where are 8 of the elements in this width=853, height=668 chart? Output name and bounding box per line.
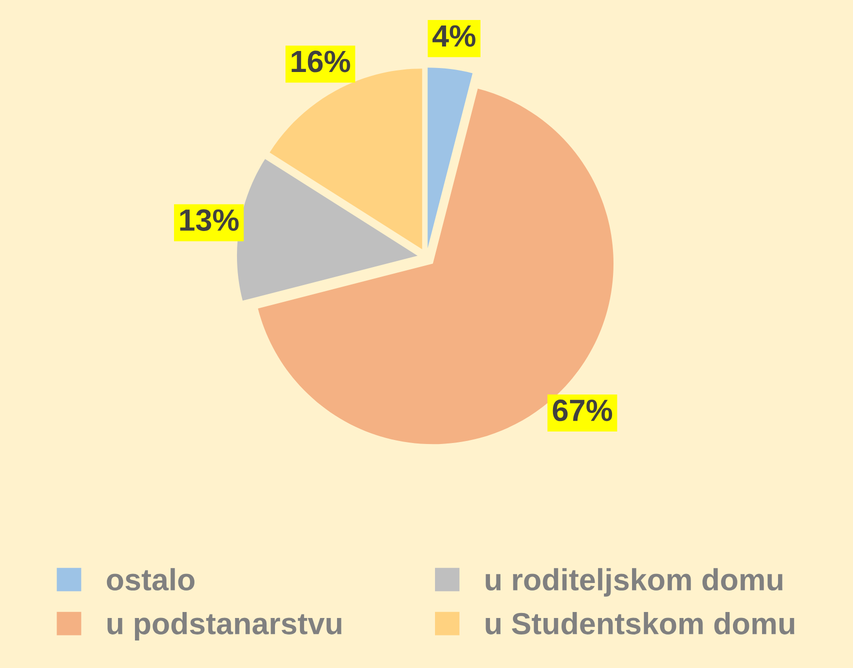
legend-label: u roditeljskom domu xyxy=(486,568,782,597)
data-label: 16% xyxy=(292,50,350,72)
legend-label: ostalo xyxy=(106,568,194,591)
legend-label: u Studentskom domu xyxy=(486,612,794,634)
data-label: 4% xyxy=(432,25,476,47)
legend-label: u podstanarstvu xyxy=(108,612,342,640)
data-label: 13% xyxy=(180,209,239,231)
data-label: 67% xyxy=(552,400,612,422)
